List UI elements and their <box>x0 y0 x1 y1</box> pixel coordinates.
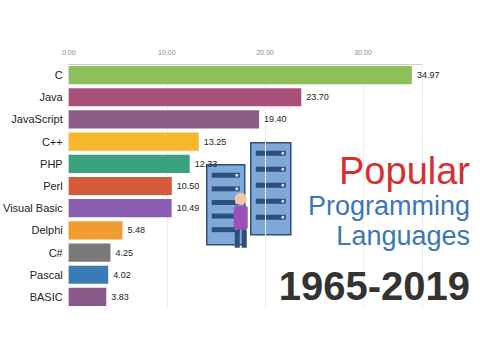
svg-text:0.00: 0.00 <box>62 49 76 56</box>
svg-text:Programming: Programming <box>308 191 470 221</box>
svg-text:C#: C# <box>49 247 64 259</box>
svg-text:10.00: 10.00 <box>158 49 176 56</box>
svg-text:JavaScript: JavaScript <box>11 113 62 125</box>
svg-text:C: C <box>55 69 63 81</box>
svg-text:10.50: 10.50 <box>177 181 200 191</box>
svg-text:BASIC: BASIC <box>30 291 63 303</box>
svg-text:34.97: 34.97 <box>417 70 440 80</box>
svg-text:13.25: 13.25 <box>204 137 227 147</box>
svg-text:10.49: 10.49 <box>177 203 200 213</box>
svg-text:PHP: PHP <box>40 158 63 170</box>
svg-text:3.83: 3.83 <box>111 292 129 302</box>
svg-text:5.48: 5.48 <box>127 225 145 235</box>
svg-text:Delphi: Delphi <box>32 224 63 236</box>
svg-text:C++: C++ <box>42 136 63 148</box>
svg-text:Perl: Perl <box>43 180 63 192</box>
svg-text:Visual Basic: Visual Basic <box>3 202 63 214</box>
svg-text:Popular: Popular <box>339 150 470 192</box>
svg-text:4.25: 4.25 <box>115 248 133 258</box>
svg-text:19.40: 19.40 <box>264 114 287 124</box>
svg-text:4.02: 4.02 <box>113 270 131 280</box>
svg-text:Java: Java <box>39 91 63 103</box>
svg-text:Pascal: Pascal <box>30 269 63 281</box>
svg-text:12.33: 12.33 <box>195 159 218 169</box>
svg-text:20.00: 20.00 <box>256 49 274 56</box>
svg-text:Languages: Languages <box>336 221 470 251</box>
svg-text:1965-2019: 1965-2019 <box>279 264 470 308</box>
svg-text:23.70: 23.70 <box>306 92 329 102</box>
svg-text:30.00: 30.00 <box>354 49 372 56</box>
